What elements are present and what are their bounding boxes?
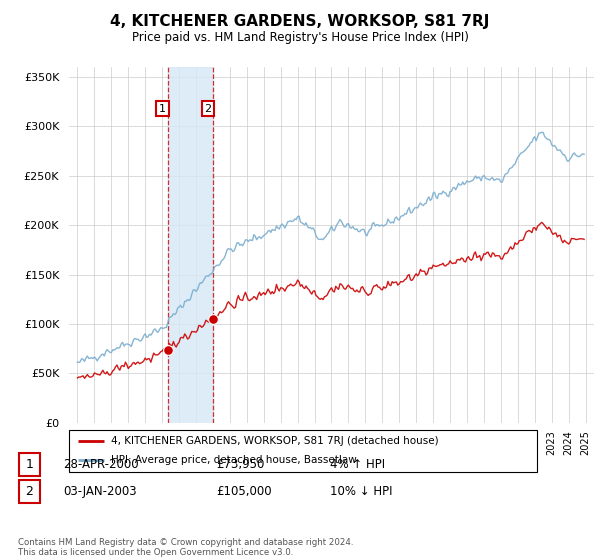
Text: 28-APR-2000: 28-APR-2000 [63, 458, 139, 471]
Text: 1: 1 [25, 458, 34, 471]
Text: 2: 2 [205, 104, 212, 114]
Text: 2: 2 [25, 484, 34, 498]
Text: HPI: Average price, detached house, Bassetlaw: HPI: Average price, detached house, Bass… [111, 455, 357, 465]
Text: £73,950: £73,950 [216, 458, 265, 471]
Text: Price paid vs. HM Land Registry's House Price Index (HPI): Price paid vs. HM Land Registry's House … [131, 31, 469, 44]
Text: 4% ↑ HPI: 4% ↑ HPI [330, 458, 385, 471]
Text: £105,000: £105,000 [216, 484, 272, 498]
Text: 4, KITCHENER GARDENS, WORKSOP, S81 7RJ: 4, KITCHENER GARDENS, WORKSOP, S81 7RJ [110, 14, 490, 29]
Text: 03-JAN-2003: 03-JAN-2003 [63, 484, 137, 498]
Text: 10% ↓ HPI: 10% ↓ HPI [330, 484, 392, 498]
Bar [167, 67, 213, 423]
Text: Contains HM Land Registry data © Crown copyright and database right 2024.
This d: Contains HM Land Registry data © Crown c… [18, 538, 353, 557]
Text: 1: 1 [159, 104, 166, 114]
Text: 4, KITCHENER GARDENS, WORKSOP, S81 7RJ (detached house): 4, KITCHENER GARDENS, WORKSOP, S81 7RJ (… [111, 436, 439, 446]
